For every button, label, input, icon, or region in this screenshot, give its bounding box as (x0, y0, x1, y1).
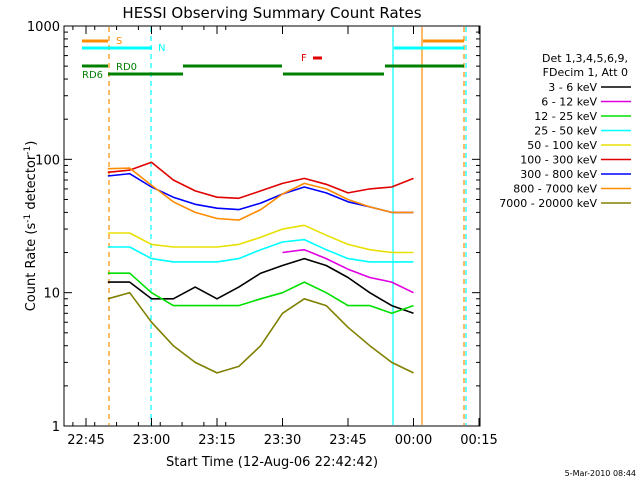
legend-label: 12 - 25 keV (534, 110, 597, 123)
series-line-8 (107, 167, 414, 221)
y-axis-label-sup2: -1 (23, 146, 33, 155)
flag-bars: S N RD0 RD6 F (82, 36, 464, 81)
y-axis-label: Count Rate (s-1 detector-1) (23, 141, 39, 312)
legend-label: 300 - 800 keV (520, 168, 597, 181)
x-tick-label: 23:45 (329, 433, 366, 448)
y-axis-label-main: Count Rate (s (24, 223, 39, 312)
x-axis-ticks: 22:45 23:00 23:15 23:30 23:45 00:00 00:15 (67, 26, 498, 448)
x-axis-label: Start Time (12-Aug-06 22:42:42) (166, 455, 378, 470)
x-tick-label: 23:15 (198, 433, 235, 448)
x-tick-label: 00:00 (395, 433, 432, 448)
legend-header-line-2: FDecim 1, Att 0 (543, 66, 628, 79)
legend-label: 100 - 300 keV (520, 154, 597, 167)
flag-label-s: S (116, 36, 122, 47)
chart-title: HESSI Observing Summary Count Rates (122, 4, 421, 22)
flag-label-rd0: RD0 (116, 62, 137, 73)
y-axis-label-end: ) (24, 141, 39, 146)
legend-label: 50 - 100 keV (527, 139, 597, 152)
legend: Det 1,3,4,5,6,9, FDecim 1, Att 0 3 - 6 k… (499, 52, 631, 210)
series-line-3 (107, 272, 414, 315)
footer-date: 5-Mar-2010 08:44 (565, 469, 636, 478)
series-line-4 (107, 238, 414, 263)
legend-label: 3 - 6 keV (548, 81, 597, 94)
y-tick-label: 1000 (27, 20, 60, 35)
series-line-1 (107, 257, 414, 315)
y-axis-label-mid: detector (24, 154, 39, 214)
mode-boundary-lines (108, 27, 467, 425)
legend-label: 800 - 7000 keV (513, 183, 597, 196)
legend-label: 25 - 50 keV (534, 125, 597, 138)
legend-label: 7000 - 20000 keV (499, 197, 597, 210)
x-tick-label: 23:30 (264, 433, 301, 448)
x-tick-label: 22:45 (67, 433, 104, 448)
y-axis-label-sup1: -1 (23, 214, 33, 223)
x-tick-label: 00:15 (460, 433, 497, 448)
x-tick-label: 23:00 (133, 433, 170, 448)
series-line-5 (107, 224, 414, 254)
series-line-6 (107, 161, 414, 200)
flag-label-rd6: RD6 (82, 70, 103, 81)
flag-label-n: N (158, 43, 165, 54)
y-axis-ticks: 1 10 100 1000 (27, 20, 480, 435)
series-group (107, 161, 414, 374)
y-tick-label: 100 (35, 153, 60, 168)
y-tick-label: 10 (43, 287, 60, 302)
flag-label-f: F (301, 53, 307, 64)
series-line-2 (282, 248, 414, 294)
plot-frame (63, 25, 481, 427)
y-tick-label: 1 (52, 420, 60, 435)
series-line-9 (107, 291, 414, 374)
legend-header-line-1: Det 1,3,4,5,6,9, (542, 52, 628, 65)
legend-label: 6 - 12 keV (541, 96, 597, 109)
